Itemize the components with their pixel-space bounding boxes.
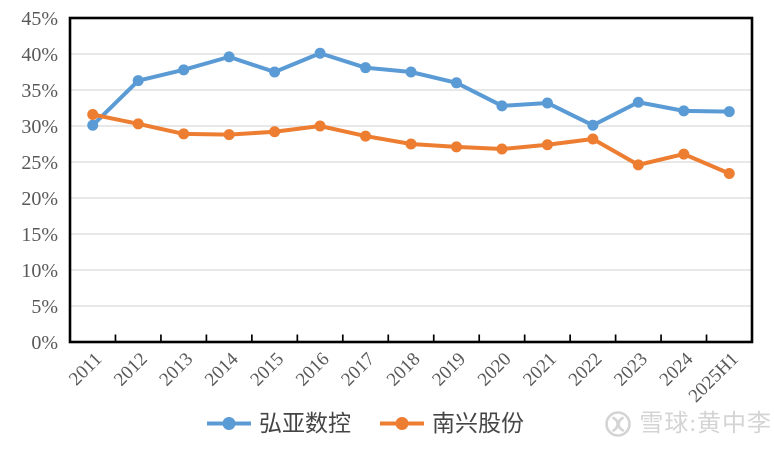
y-tick-label: 15% xyxy=(21,224,58,246)
watermark: 雪球:黄中李 xyxy=(603,409,772,439)
series-point-hongya-cnc xyxy=(678,105,690,117)
series-point-hongya-cnc xyxy=(223,51,235,63)
series-point-nanxing-shares xyxy=(360,130,372,142)
x-tick-label: 2022 xyxy=(565,349,607,391)
xueqiu-logo-icon xyxy=(605,411,632,437)
series-point-nanxing-shares xyxy=(632,159,644,171)
series-point-nanxing-shares xyxy=(678,148,690,160)
y-tick-label: 45% xyxy=(21,8,58,30)
y-tick-label: 35% xyxy=(21,80,58,102)
chart-legend: 弘亚数控 南兴股份 xyxy=(0,412,730,435)
series-point-hongya-cnc xyxy=(450,77,462,89)
x-tick-label: 2021 xyxy=(519,349,561,391)
legend-label: 南兴股份 xyxy=(432,410,524,436)
series-point-hongya-cnc xyxy=(132,75,144,87)
series-point-hongya-cnc xyxy=(723,106,735,118)
legend-label: 弘亚数控 xyxy=(259,410,351,436)
legend-item-nanxing-shares: 南兴股份 xyxy=(379,412,524,435)
x-tick-label: 2025H1 xyxy=(685,349,743,407)
series-point-nanxing-shares xyxy=(314,120,326,132)
series-point-nanxing-shares xyxy=(541,139,553,151)
series-point-nanxing-shares xyxy=(269,126,281,138)
x-tick-label: 2016 xyxy=(292,349,334,391)
y-tick-label: 5% xyxy=(31,296,58,318)
y-tick-label: 40% xyxy=(21,44,58,66)
series-point-hongya-cnc xyxy=(587,119,599,131)
x-tick-label: 2017 xyxy=(337,349,379,391)
watermark-text: 雪球:黄中李 xyxy=(639,411,772,437)
series-point-nanxing-shares xyxy=(723,168,735,180)
x-tick-label: 2011 xyxy=(65,349,106,390)
series-point-hongya-cnc xyxy=(541,97,553,109)
x-tick-label: 2023 xyxy=(610,349,652,391)
series-point-hongya-cnc xyxy=(632,96,644,108)
series-point-nanxing-shares xyxy=(450,141,462,153)
y-tick-label: 20% xyxy=(21,188,58,210)
y-tick-label: 0% xyxy=(31,332,58,354)
legend-line-marker-icon xyxy=(207,417,251,430)
series-line-hongya-cnc xyxy=(90,51,732,128)
series-point-hongya-cnc xyxy=(496,100,508,112)
series-point-hongya-cnc xyxy=(405,66,417,78)
x-tick-label: 2019 xyxy=(428,349,470,391)
series-point-hongya-cnc xyxy=(87,119,99,131)
series-point-nanxing-shares xyxy=(132,118,144,130)
x-tick-label: 2014 xyxy=(201,348,243,390)
x-tick-label: 2012 xyxy=(110,349,152,391)
y-tick-label: 25% xyxy=(21,152,58,174)
x-tick-label: 2020 xyxy=(474,349,516,391)
series-point-nanxing-shares xyxy=(496,143,508,155)
series-point-hongya-cnc xyxy=(178,64,190,76)
x-tick-label: 2015 xyxy=(246,349,288,391)
y-tick-label: 30% xyxy=(21,116,58,138)
series-point-hongya-cnc xyxy=(360,62,372,74)
legend-line-marker-icon xyxy=(380,417,424,430)
series-point-nanxing-shares xyxy=(178,128,190,140)
series-point-nanxing-shares xyxy=(405,138,417,150)
series-point-hongya-cnc xyxy=(314,47,326,59)
plot-border xyxy=(68,16,754,344)
series-point-nanxing-shares xyxy=(587,133,599,145)
series-point-nanxing-shares xyxy=(87,108,99,120)
legend-item-hongya-cnc: 弘亚数控 xyxy=(206,412,351,435)
x-tick-label: 2013 xyxy=(155,349,197,391)
x-tick-label: 2018 xyxy=(383,349,425,391)
y-tick-label: 10% xyxy=(21,260,58,282)
series-point-hongya-cnc xyxy=(269,66,281,78)
series-point-nanxing-shares xyxy=(223,129,235,141)
